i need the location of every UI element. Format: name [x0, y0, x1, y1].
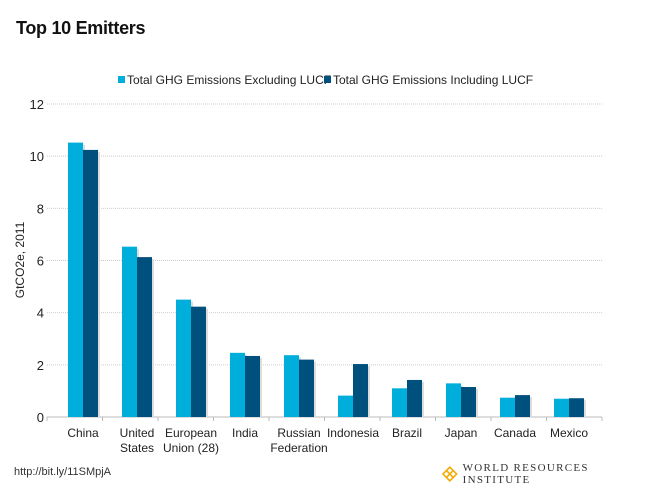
y-axis-label: GtCO2e, 2011 [13, 221, 27, 299]
chart-title: Top 10 Emitters [16, 18, 146, 38]
y-tick-label: 4 [37, 306, 44, 321]
bar [191, 306, 206, 417]
legend-swatch [324, 76, 331, 83]
bar [68, 142, 83, 417]
bar [176, 299, 191, 417]
bar [338, 395, 353, 417]
source-link[interactable]: http://bit.ly/11SMpjA [14, 466, 112, 478]
y-tick-label: 10 [30, 149, 44, 164]
y-tick-label: 0 [37, 410, 44, 425]
x-tick-label: India [232, 426, 258, 440]
bar [83, 149, 98, 417]
x-tick-label: Japan [445, 426, 478, 440]
y-tick-label: 6 [37, 254, 44, 269]
x-tick-label: States [120, 441, 154, 455]
legend-label: Total GHG Emissions Including LUCF [333, 73, 533, 87]
bar [461, 387, 476, 417]
y-tick-label: 8 [37, 201, 44, 216]
logo-text: WORLD RESOURCES INSTITUTE [462, 462, 589, 486]
x-tick-label: Union (28) [163, 441, 219, 455]
bar [353, 364, 368, 417]
bar [245, 355, 260, 417]
bar [407, 379, 422, 417]
bar [554, 398, 569, 417]
legend-swatch [118, 76, 125, 83]
wri-logo-icon [442, 466, 458, 482]
legend-label: Total GHG Emissions Excluding LUCF [127, 73, 331, 87]
bar [299, 359, 314, 417]
x-tick-label: Mexico [550, 426, 588, 440]
x-tick-label: Brazil [392, 426, 422, 440]
y-tick-label: 2 [37, 358, 44, 373]
bar [515, 395, 530, 417]
x-tick-label: Federation [270, 441, 327, 455]
bar [122, 246, 137, 417]
bar [392, 388, 407, 417]
bar [137, 257, 152, 417]
bar [446, 383, 461, 417]
bar [500, 397, 515, 417]
bar [284, 355, 299, 417]
wri-logo: WORLD RESOURCES INSTITUTE [442, 462, 656, 486]
x-tick-label: Canada [494, 426, 536, 440]
y-tick-label: 12 [30, 97, 44, 112]
bar [230, 352, 245, 417]
bar [569, 398, 584, 417]
x-tick-label: Indonesia [327, 426, 379, 440]
x-tick-label: Russian [277, 426, 320, 440]
x-tick-label: European [165, 426, 217, 440]
x-tick-label: United [120, 426, 155, 440]
x-tick-label: China [67, 426, 99, 440]
